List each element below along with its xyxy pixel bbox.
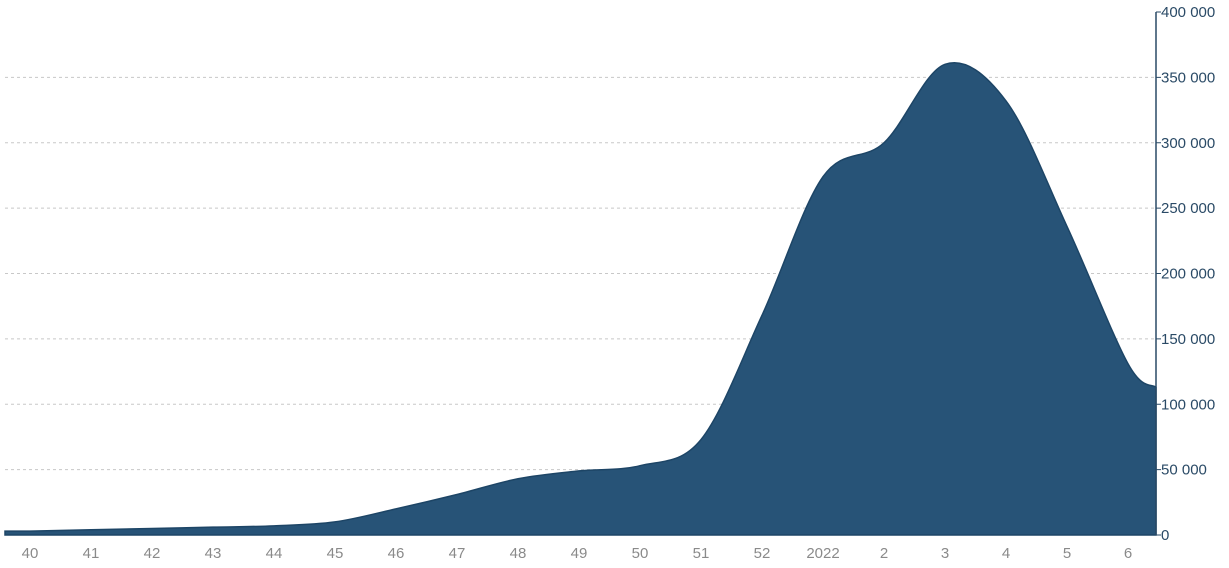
x-tick-label: 45 [327, 545, 344, 562]
y-tick-label: 50 000 [1161, 462, 1207, 479]
x-tick-label: 52 [754, 545, 771, 562]
y-axis-ticks: 0 50 000 100 000 150 000 200 000 250 000 300 0… [1156, 4, 1215, 544]
x-tick-label: 42 [144, 545, 161, 562]
series-area [4, 62, 1157, 536]
x-tick-label: 47 [449, 545, 466, 562]
x-tick-label: 5 [1063, 545, 1071, 562]
x-tick-label: 4 [1002, 545, 1010, 562]
x-axis-labels: 40 41 42 43 44 45 46 47 48 49 50 51 52 2022 2 3 4 5 6 [22, 545, 1133, 562]
x-tick-label: 51 [693, 545, 710, 562]
y-tick-label: 200 000 [1161, 266, 1215, 283]
y-tick-label: 0 [1161, 527, 1169, 544]
y-tick-label: 250 000 [1161, 200, 1215, 217]
y-tick-label: 150 000 [1161, 331, 1215, 348]
x-tick-label: 44 [266, 545, 283, 562]
x-tick-label: 43 [205, 545, 222, 562]
y-tick-label: 100 000 [1161, 396, 1215, 413]
y-tick-label: 300 000 [1161, 135, 1215, 152]
x-tick-label: 41 [83, 545, 100, 562]
x-tick-label: 2 [880, 545, 888, 562]
x-tick-label: 40 [22, 545, 39, 562]
x-tick-label: 6 [1124, 545, 1132, 562]
y-tick-label: 350 000 [1161, 69, 1215, 86]
x-tick-label: 50 [632, 545, 649, 562]
x-tick-label: 2022 [806, 545, 839, 562]
x-tick-label: 49 [571, 545, 588, 562]
x-tick-label: 48 [510, 545, 527, 562]
x-tick-label: 46 [388, 545, 405, 562]
y-tick-label: 400 000 [1161, 4, 1215, 21]
x-tick-label: 3 [941, 545, 949, 562]
